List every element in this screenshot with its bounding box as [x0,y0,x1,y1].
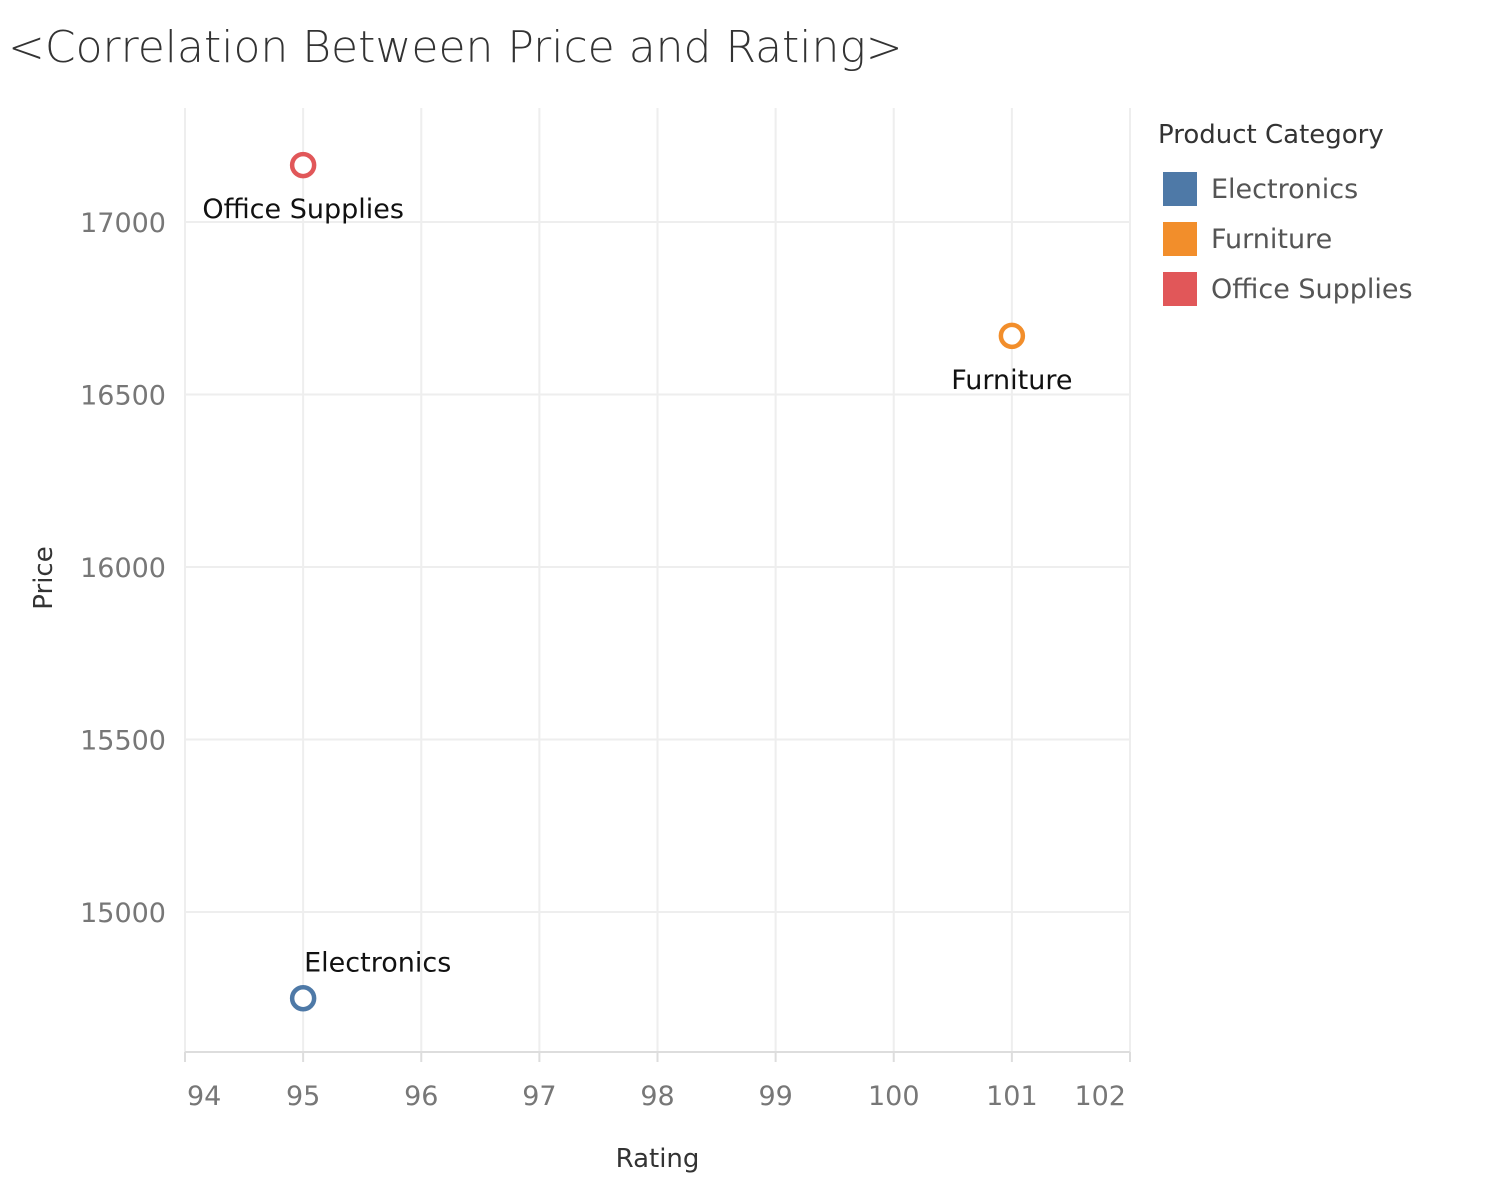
x-axis-title: Rating [616,1144,700,1174]
data-label: Furniture [951,365,1072,396]
legend-label: Furniture [1211,223,1333,255]
chart-title: <Correlation Between Price and Rating> [8,22,903,73]
legend-label: Office Supplies [1211,273,1413,305]
data-label: Office Supplies [202,194,404,225]
x-tick-label: 99 [758,1081,792,1112]
legend-item-office-supplies[interactable]: Office Supplies [1158,264,1413,314]
legend-swatch-electronics [1163,172,1197,206]
x-tick-label: 96 [404,1081,438,1112]
x-tick-label: 101 [986,1081,1038,1112]
x-tick-label: 102 [1074,1081,1126,1112]
x-tick-label: 100 [868,1081,920,1112]
legend-title: Product Category [1158,120,1384,150]
x-tick-label: 95 [286,1081,320,1112]
grid [184,108,1131,1052]
data-point-furniture[interactable] [998,322,1026,350]
y-tick-label: 17000 [80,208,166,239]
legend-item-furniture[interactable]: Furniture [1158,214,1413,264]
data-points: Electronics Furniture Office Supplies [202,151,1072,1012]
data-label: Electronics [304,947,451,978]
x-tick-label: 98 [640,1081,674,1112]
legend-swatch-office-supplies [1163,272,1197,306]
x-tick-label: 94 [187,1081,221,1112]
y-tick-label: 16500 [80,381,166,412]
y-tick-label: 16000 [80,553,166,584]
legend-label: Electronics [1211,173,1359,205]
axes: 94 95 96 97 98 99 100 101 102 15000 15500 16000 1650… [29,208,1131,1174]
x-tick-label: 97 [522,1081,556,1112]
legend-item-electronics[interactable]: Electronics [1158,164,1413,214]
legend: Product Category Electronics Furniture O… [1158,120,1413,314]
legend-swatch-furniture [1163,222,1197,256]
y-axis-title: Price [29,546,59,609]
y-tick-label: 15000 [80,898,166,929]
y-tick-label: 15500 [80,726,166,757]
data-point-electronics[interactable] [289,985,317,1012]
data-point-office-supplies[interactable] [289,151,317,179]
